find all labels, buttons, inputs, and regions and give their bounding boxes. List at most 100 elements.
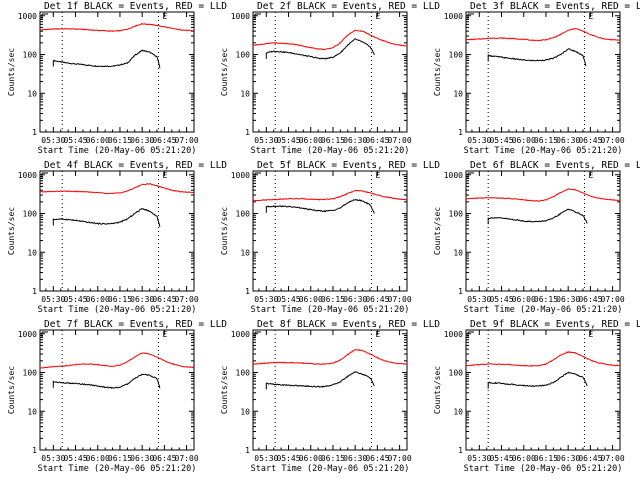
x-tick-label: 05:45 [276,454,300,463]
state-marker-label: E [375,330,380,339]
x-tick-label: 05:45 [63,295,87,304]
y-tick-label: 100 [449,210,464,219]
x-tick-label: 06:15 [108,295,132,304]
y-axis-label: Counts/sec [220,207,229,255]
x-tick-label: 05:45 [63,136,87,145]
y-tick-label: 100 [23,210,38,219]
y-tick-label: 100 [449,51,464,60]
x-tick-label: 06:15 [321,295,345,304]
series-lld-line [39,183,195,195]
state-marker-left [467,331,474,338]
x-tick-label: 06:45 [578,136,602,145]
x-tick-label: 07:00 [601,295,625,304]
state-marker-left [254,331,261,338]
y-axis-label: Counts/sec [220,366,229,414]
y-tick-label: 1000 [18,12,37,21]
plot-frame [252,170,408,292]
x-tick-label: 06:45 [578,454,602,463]
y-tick-label: 1 [458,287,463,296]
x-tick-label: 07:00 [601,454,625,463]
y-tick-label: 10 [27,89,37,98]
x-tick-label: 06:30 [343,454,367,463]
x-tick-label: 05:30 [467,295,491,304]
x-axis-label: Start Time (20-May-06 05:21:20) [464,305,623,315]
x-axis-label: Start Time (20-May-06 05:21:20) [464,146,623,156]
state-marker-label: E [375,171,380,180]
y-tick-label: 1000 [18,330,37,339]
state-marker-label: E [162,171,167,180]
y-tick-label: 1 [245,128,250,137]
x-tick-label: 06:15 [534,295,558,304]
x-tick-label: 05:30 [254,136,278,145]
x-tick-label: 06:30 [556,136,580,145]
y-axis-label: Counts/sec [433,207,442,255]
y-tick-label: 10 [453,248,463,257]
x-tick-label: 07:00 [175,136,199,145]
x-tick-label: 05:30 [41,295,65,304]
chart-panel-5: Det 5f BLACK = Events, RED = LLDE 1 10 100 1… [220,160,440,315]
chart-title: Det 7f BLACK = Events, RED = LLD [44,319,227,330]
x-tick-label: 06:00 [512,136,536,145]
x-tick-label: 06:15 [108,454,132,463]
y-tick-label: 1000 [444,330,463,339]
x-tick-label: 07:00 [175,454,199,463]
series-lld-line [39,352,195,369]
series-events-line [487,208,588,225]
y-tick-label: 1000 [18,171,37,180]
plot-frame [39,170,195,292]
y-tick-label: 1 [32,128,37,137]
y-tick-label: 1 [245,446,250,455]
y-tick-label: 1 [458,446,463,455]
series-lld-line [39,22,195,33]
x-tick-label: 06:00 [512,454,536,463]
x-tick-label: 05:45 [63,454,87,463]
series-events-line [487,371,588,389]
state-marker-left [467,13,474,20]
x-tick-label: 06:15 [321,454,345,463]
plot-frame [465,329,621,451]
x-tick-label: 06:00 [86,136,110,145]
chart-title: Det 8f BLACK = Events, RED = LLD [257,319,440,330]
y-axis-label: Counts/sec [433,366,442,414]
x-tick-label: 06:45 [152,454,176,463]
x-tick-label: 06:00 [299,454,323,463]
y-tick-label: 100 [23,51,38,60]
y-tick-label: 1000 [231,330,250,339]
x-tick-label: 05:30 [254,454,278,463]
x-axis-label: Start Time (20-May-06 05:21:20) [38,305,197,315]
state-marker-label: E [162,12,167,21]
y-tick-label: 1 [32,287,37,296]
x-tick-label: 06:45 [365,136,389,145]
x-tick-label: 05:30 [467,454,491,463]
x-axis-label: Start Time (20-May-06 05:21:20) [38,146,197,156]
x-tick-label: 06:00 [86,295,110,304]
x-tick-label: 06:45 [365,295,389,304]
y-tick-label: 100 [236,369,251,378]
series-events-line [265,198,375,214]
x-tick-label: 06:00 [299,136,323,145]
y-tick-label: 1 [32,446,37,455]
x-tick-label: 06:30 [130,295,154,304]
y-tick-label: 100 [236,51,251,60]
state-marker-left [41,13,48,20]
chart-panel-8: Det 8f BLACK = Events, RED = LLDE 1 10 100 1… [220,319,440,474]
x-tick-label: 05:45 [276,295,300,304]
x-tick-label: 06:30 [130,136,154,145]
x-tick-label: 06:00 [512,295,536,304]
series-events-line [487,48,587,67]
series-lld-line [465,350,621,367]
x-axis-label: Start Time (20-May-06 05:21:20) [251,305,410,315]
state-marker-label: E [375,12,380,21]
y-tick-label: 10 [27,248,37,257]
x-axis-label: Start Time (20-May-06 05:21:20) [38,464,197,474]
y-tick-label: 1000 [444,12,463,21]
plot-frame [465,170,621,292]
y-axis-label: Counts/sec [7,207,16,255]
plot-frame [252,11,408,133]
x-tick-label: 06:15 [534,454,558,463]
state-marker-label: E [588,12,593,21]
x-tick-label: 06:15 [108,136,132,145]
series-events-line [265,38,375,60]
chart-title: Det 4f BLACK = Events, RED = LLD [44,160,227,171]
